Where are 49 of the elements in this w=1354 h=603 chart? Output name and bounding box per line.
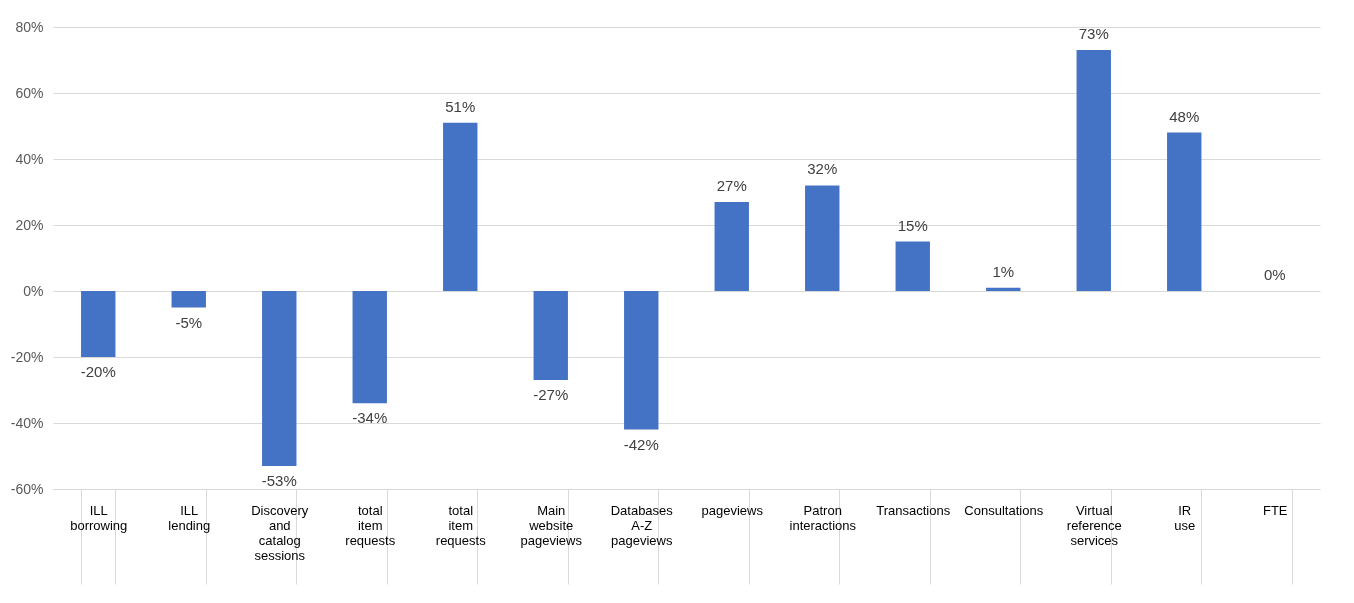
bar bbox=[262, 291, 297, 466]
data-label: -27% bbox=[533, 386, 569, 404]
x-tick-label: Main website pageviews bbox=[520, 502, 583, 548]
data-label: -53% bbox=[261, 471, 297, 489]
y-tick-label: 0% bbox=[23, 282, 44, 299]
y-tick-label: 20% bbox=[15, 216, 44, 233]
data-label: 1% bbox=[992, 262, 1015, 280]
bar bbox=[714, 201, 749, 291]
x-tick-label: pageviews bbox=[701, 502, 764, 518]
x-tick-label: Discovery and catalog sessions bbox=[251, 502, 309, 563]
x-tick-label: total item requests bbox=[345, 502, 396, 548]
x-tick-label: Transactions bbox=[876, 502, 951, 518]
x-tick-label: Databases A-Z pageviews bbox=[610, 502, 674, 548]
data-label: 15% bbox=[897, 216, 928, 234]
data-label: -5% bbox=[175, 313, 203, 331]
y-tick-label: -20% bbox=[10, 348, 44, 365]
y-tick-label: 80% bbox=[15, 18, 44, 35]
x-tick-label: Virtual reference services bbox=[1066, 502, 1122, 548]
data-label: 48% bbox=[1169, 107, 1200, 125]
bar bbox=[895, 241, 930, 291]
data-label: 0% bbox=[1263, 266, 1286, 283]
bar bbox=[624, 291, 659, 430]
bar bbox=[171, 291, 206, 308]
x-tick-label: ILL lending bbox=[168, 502, 211, 533]
bar bbox=[443, 122, 478, 291]
data-label: 32% bbox=[807, 160, 838, 178]
x-tick-label: IR use bbox=[1174, 502, 1196, 533]
y-tick-label: 60% bbox=[15, 84, 44, 101]
x-tick-label: Consultations bbox=[964, 502, 1044, 518]
bar bbox=[81, 291, 116, 357]
data-label: -34% bbox=[352, 409, 388, 427]
x-tick-label: FTE bbox=[1262, 502, 1288, 518]
bar bbox=[1167, 132, 1202, 291]
bar bbox=[352, 291, 387, 404]
bar bbox=[533, 291, 568, 381]
y-tick-label: -60% bbox=[10, 480, 44, 497]
x-tick-label: Patron interactions bbox=[789, 502, 857, 533]
data-label: 27% bbox=[716, 176, 747, 194]
data-label: -42% bbox=[623, 435, 659, 453]
data-label: -20% bbox=[80, 363, 116, 380]
x-tick-label: ILL borrowing bbox=[70, 502, 128, 533]
bar bbox=[986, 287, 1021, 291]
data-label: 51% bbox=[445, 97, 476, 115]
x-tick-label: total item requests bbox=[435, 502, 487, 548]
bar bbox=[1076, 50, 1111, 291]
y-tick-label: 40% bbox=[15, 150, 44, 167]
y-tick-label: -40% bbox=[10, 414, 44, 431]
data-label: 73% bbox=[1078, 25, 1109, 43]
bar bbox=[805, 185, 840, 291]
